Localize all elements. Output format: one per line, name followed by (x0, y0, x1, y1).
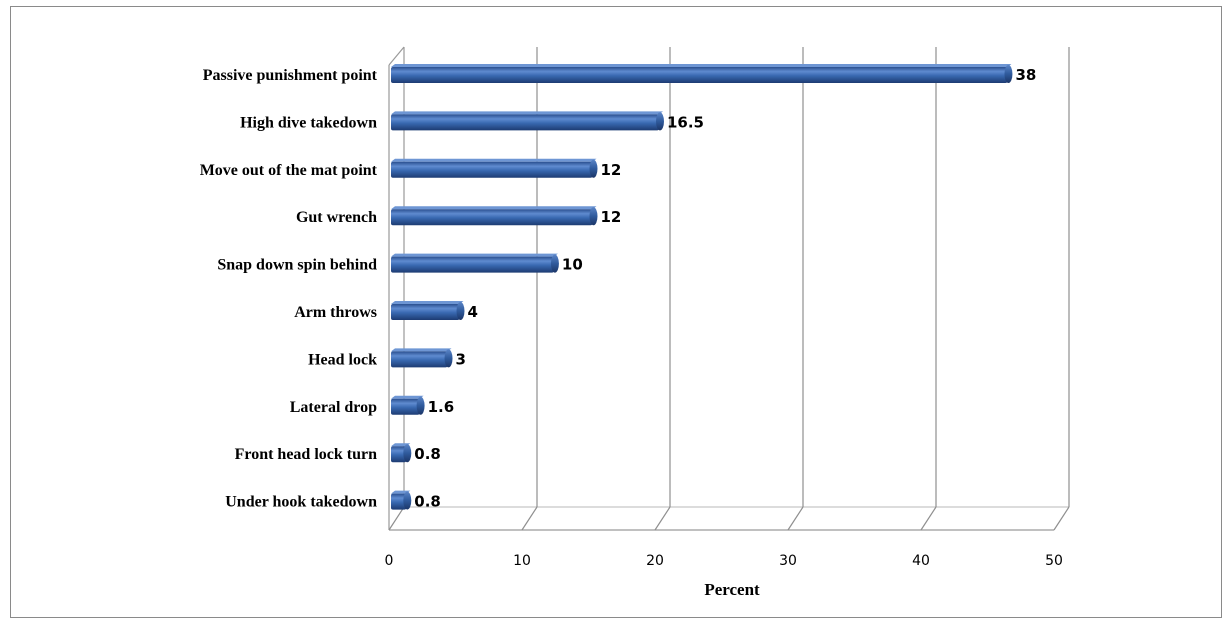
bar-end-cap (456, 302, 465, 320)
bar (391, 209, 593, 226)
bar (391, 114, 659, 131)
bar-top-face (391, 301, 464, 304)
bar-end-cap (550, 254, 559, 273)
bar (391, 351, 448, 368)
bar (391, 493, 407, 510)
x-axis-title: Percent (704, 580, 760, 599)
bar-top-face (391, 64, 1012, 67)
bar-chart: 0 10 20 30 40 50 Passive punishment point 38 Hig… (200, 46, 1070, 599)
data-label: 1.6 (428, 398, 455, 416)
floor-gridline (388, 506, 405, 531)
bar (391, 446, 407, 463)
bar-top-face (391, 395, 424, 399)
label-layer: 0 10 20 30 40 50 Passive punishment point 38 Hig… (200, 66, 1063, 569)
wall-top-edge (388, 46, 405, 66)
category-label: Arm throws (294, 304, 377, 321)
bar (391, 256, 554, 273)
bar-top-face (391, 206, 597, 210)
data-label: 12 (600, 208, 621, 226)
bar-end-cap (589, 159, 598, 178)
x-tick-label: 0 (385, 553, 394, 569)
bar-end-cap (403, 444, 412, 463)
data-label: 3 (456, 350, 466, 368)
category-label: High dive takedown (240, 114, 377, 131)
data-label: 16.5 (667, 113, 704, 131)
x-tick-label: 40 (912, 553, 930, 569)
category-label: Front head lock turn (235, 446, 377, 463)
floor-gridline (521, 506, 538, 531)
category-label: Head lock (308, 351, 377, 368)
category-label: Snap down spin behind (217, 257, 377, 274)
x-tick-label: 30 (779, 553, 797, 569)
bar-top-face (391, 253, 558, 257)
data-label: 12 (600, 161, 621, 179)
bar-layer (391, 64, 1013, 510)
category-label: Move out of the mat point (200, 162, 378, 179)
bar-end-cap (655, 112, 664, 131)
bar-end-cap (589, 207, 598, 226)
bar-top-face (391, 111, 663, 115)
data-label: 38 (1015, 66, 1036, 84)
data-label: 10 (562, 256, 583, 274)
bar-top-face (391, 158, 597, 162)
floor-gridline (654, 506, 671, 531)
x-tick-label: 20 (646, 553, 664, 569)
bar (391, 304, 460, 320)
bar-top-face (391, 348, 452, 352)
grid-layer (388, 46, 1070, 531)
bar-end-cap (416, 396, 425, 415)
data-label: 0.8 (414, 493, 441, 511)
bar (391, 398, 420, 415)
floor-gridline (787, 506, 804, 531)
category-label: Passive punishment point (203, 67, 378, 84)
data-label: 0.8 (414, 445, 441, 463)
floor-gridline (920, 506, 937, 531)
x-tick-label: 50 (1045, 553, 1063, 569)
category-label: Lateral drop (290, 399, 377, 416)
bar-end-cap (1004, 65, 1013, 83)
bar-end-cap (403, 491, 412, 510)
data-label: 4 (467, 303, 477, 321)
bar (391, 67, 1008, 83)
category-label: Under hook takedown (225, 494, 377, 511)
bar (391, 161, 593, 178)
x-tick-label: 10 (513, 553, 531, 569)
figure-frame: 0 10 20 30 40 50 Passive punishment point 38 Hig… (10, 6, 1222, 618)
bar-end-cap (444, 349, 453, 368)
category-label: Gut wrench (296, 209, 377, 226)
floor-gridline (1053, 506, 1070, 531)
